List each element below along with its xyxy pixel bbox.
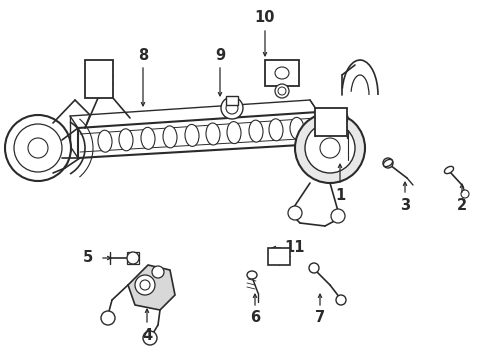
Circle shape bbox=[221, 97, 243, 119]
Circle shape bbox=[288, 206, 302, 220]
Circle shape bbox=[127, 252, 139, 264]
Ellipse shape bbox=[206, 123, 220, 145]
Circle shape bbox=[226, 102, 238, 114]
Circle shape bbox=[101, 311, 115, 325]
Text: 11: 11 bbox=[285, 240, 305, 256]
Ellipse shape bbox=[249, 120, 263, 142]
Circle shape bbox=[5, 115, 71, 181]
Ellipse shape bbox=[141, 127, 155, 149]
Circle shape bbox=[28, 138, 48, 158]
Text: 1: 1 bbox=[335, 188, 345, 202]
Bar bbox=[85, 60, 113, 98]
Text: 6: 6 bbox=[250, 310, 260, 325]
Ellipse shape bbox=[275, 67, 289, 79]
Ellipse shape bbox=[247, 271, 257, 279]
Circle shape bbox=[152, 266, 164, 278]
Ellipse shape bbox=[119, 129, 133, 151]
Text: 8: 8 bbox=[138, 48, 148, 63]
Ellipse shape bbox=[290, 117, 304, 139]
Text: 5: 5 bbox=[83, 251, 93, 266]
Text: 7: 7 bbox=[315, 310, 325, 325]
Polygon shape bbox=[128, 265, 175, 310]
Circle shape bbox=[309, 263, 319, 273]
Circle shape bbox=[461, 190, 469, 198]
Circle shape bbox=[140, 280, 150, 290]
Circle shape bbox=[278, 87, 286, 95]
Text: 10: 10 bbox=[255, 10, 275, 26]
Ellipse shape bbox=[227, 122, 241, 144]
Circle shape bbox=[135, 275, 155, 295]
Ellipse shape bbox=[444, 166, 454, 174]
Bar bbox=[268, 248, 290, 265]
Circle shape bbox=[320, 138, 340, 158]
Bar bbox=[226, 96, 238, 105]
Circle shape bbox=[143, 331, 157, 345]
Bar bbox=[127, 252, 139, 264]
Circle shape bbox=[14, 124, 62, 172]
Ellipse shape bbox=[383, 159, 392, 167]
Ellipse shape bbox=[185, 125, 199, 147]
Bar bbox=[265, 60, 299, 86]
Circle shape bbox=[383, 158, 393, 168]
Circle shape bbox=[331, 209, 345, 223]
Circle shape bbox=[275, 84, 289, 98]
Text: 4: 4 bbox=[142, 328, 152, 342]
Text: 9: 9 bbox=[215, 48, 225, 63]
Circle shape bbox=[336, 295, 346, 305]
Ellipse shape bbox=[269, 119, 283, 141]
Circle shape bbox=[295, 113, 365, 183]
Text: 2: 2 bbox=[457, 198, 467, 212]
Ellipse shape bbox=[163, 126, 177, 148]
Circle shape bbox=[336, 112, 348, 124]
Text: 3: 3 bbox=[400, 198, 410, 212]
Bar bbox=[315, 108, 347, 136]
Circle shape bbox=[305, 123, 355, 173]
Ellipse shape bbox=[98, 130, 112, 152]
